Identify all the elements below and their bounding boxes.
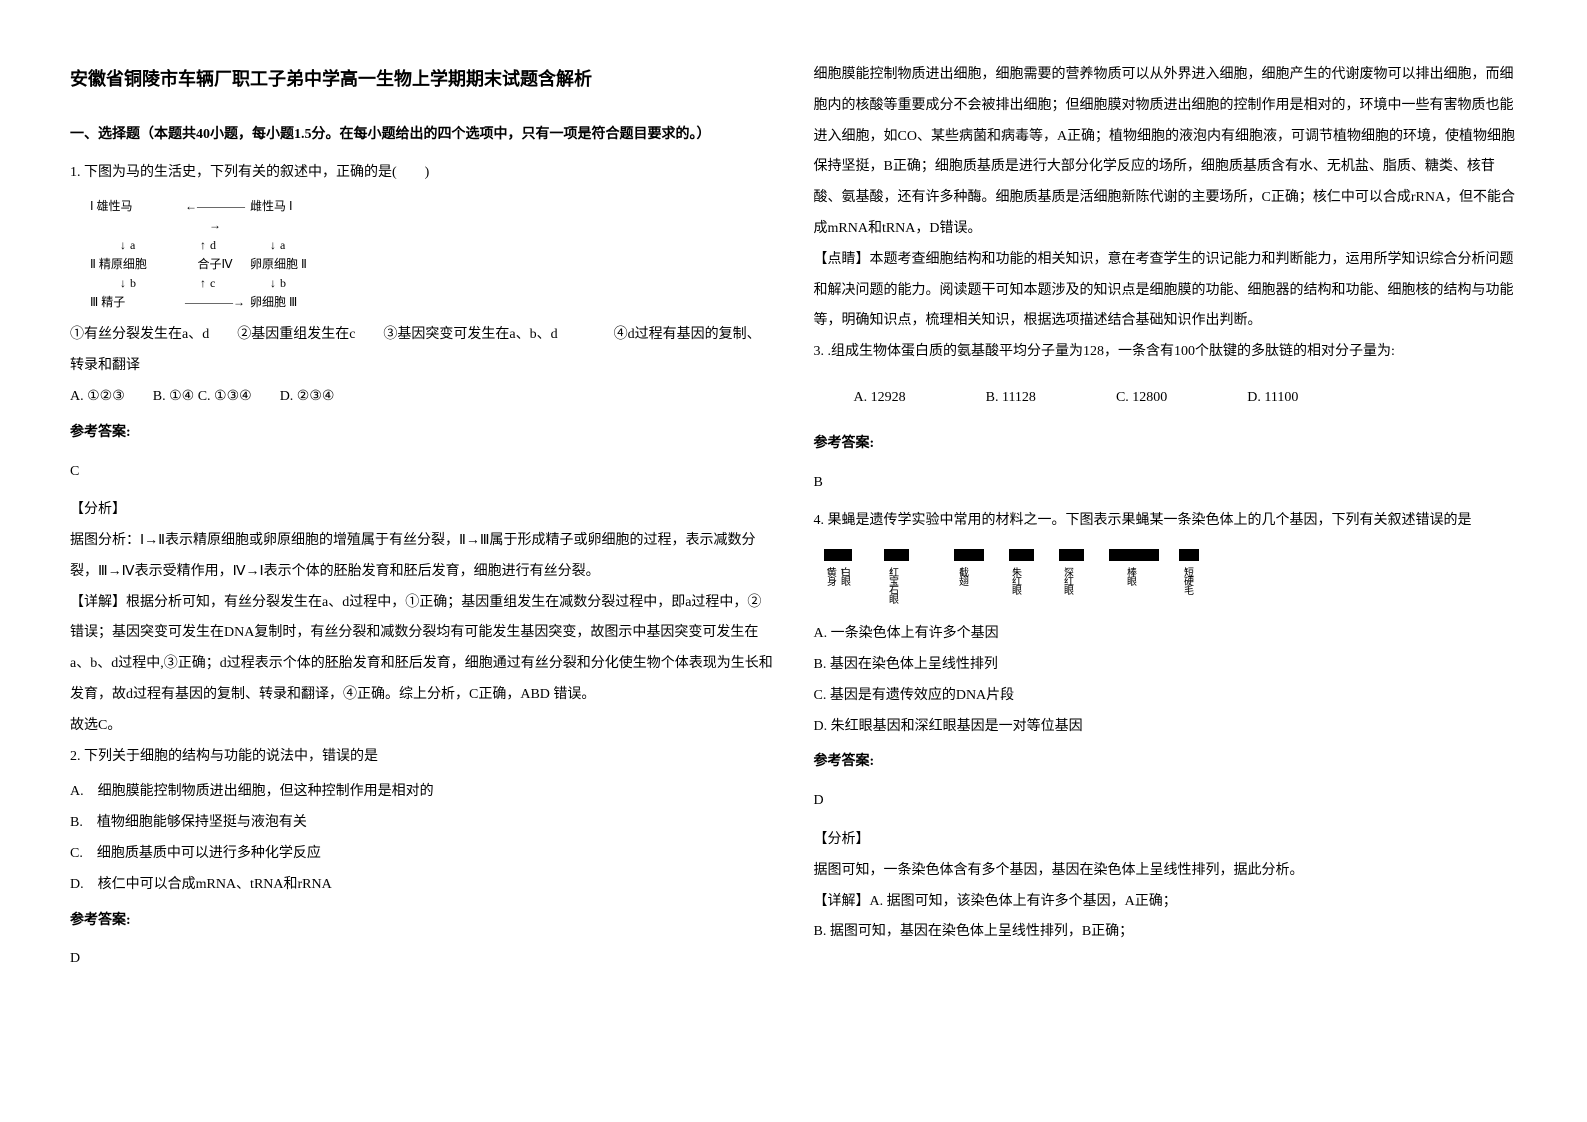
q4-analysis: 据图可知，一条染色体含有多个基因，基因在染色体上呈线性排列，据此分析。 bbox=[814, 856, 1518, 887]
answer-label: 参考答案: bbox=[70, 906, 774, 937]
gene-segment bbox=[884, 549, 909, 561]
diagram-label: b bbox=[280, 274, 286, 293]
analysis-label: 【分析】 bbox=[70, 495, 774, 526]
diagram-label: Ⅲ 精子 bbox=[90, 293, 180, 312]
q2-explanation: 细胞膜能控制物质进出细胞，细胞需要的营养物质可以从外界进入细胞，细胞产生的代谢废… bbox=[814, 60, 1518, 245]
detail-label: 【详解】 bbox=[70, 595, 126, 610]
diagram-label: a bbox=[130, 236, 200, 255]
right-column: 细胞膜能控制物质进出细胞，细胞需要的营养物质可以从外界进入细胞，细胞产生的代谢废… bbox=[794, 60, 1538, 1062]
q1-analysis: 据图分析：Ⅰ→Ⅱ表示精原细胞或卵原细胞的增殖属于有丝分裂，Ⅱ→Ⅲ属于形成精子或卵… bbox=[70, 526, 774, 588]
q2-stem: 2. 下列关于细胞的结构与功能的说法中，错误的是 bbox=[70, 742, 774, 773]
q3-optA: A. 12928 bbox=[854, 383, 906, 414]
q4-answer: D bbox=[814, 786, 1518, 817]
q1-conclusion: 故选C。 bbox=[70, 711, 774, 742]
q4-optB: B. 基因在染色体上呈线性排列 bbox=[814, 650, 1518, 681]
gene-label: 红宝石眼 bbox=[886, 567, 898, 603]
detail-text: A. 据图可知，该染色体上有许多个基因，A正确； bbox=[870, 894, 1177, 909]
q3-optD: D. 11100 bbox=[1247, 383, 1298, 414]
diagram-label: Ⅰ 雄性马 bbox=[90, 197, 180, 235]
gene-label: 短硬毛 bbox=[1181, 567, 1193, 594]
analysis-label: 【分析】 bbox=[814, 825, 1518, 856]
gene-label: 白眼 bbox=[838, 567, 850, 585]
q3-options: A. 12928 B. 11128 C. 12800 D. 11100 bbox=[814, 383, 1518, 414]
diagram-label: a bbox=[280, 236, 285, 255]
q2-optC: C. 细胞质基质中可以进行多种化学反应 bbox=[70, 839, 774, 870]
diagram-label: d bbox=[210, 236, 270, 255]
q1-answer: C bbox=[70, 457, 774, 488]
gene-segment bbox=[1059, 549, 1084, 561]
q4-diagram: ↑ ↑ ↑ ↑ ↑ ↑ ↑ ↑ 黄身 白眼 红宝石眼 截翅 朱红眼 深红眼 棒眼… bbox=[814, 549, 1518, 607]
q1-detail: 【详解】根据分析可知，有丝分裂发生在a、d过程中，①正确；基因重组发生在减数分裂… bbox=[70, 588, 774, 711]
gene-label: 黄身 bbox=[824, 567, 836, 585]
q4-detailB: B. 据图可知，基因在染色体上呈线性排列，B正确； bbox=[814, 917, 1518, 948]
gene-segment bbox=[1009, 549, 1034, 561]
q3-optC: C. 12800 bbox=[1116, 383, 1167, 414]
q1-options: A. ①②③ B. ①④ C. ①③④ D. ②③④ bbox=[70, 382, 774, 413]
diagram-label: Ⅱ 精原细胞 bbox=[90, 255, 180, 274]
document-title: 安徽省铜陵市车辆厂职工子弟中学高一生物上学期期末试题含解析 bbox=[70, 60, 774, 100]
q3-optB: B. 11128 bbox=[986, 383, 1036, 414]
diagram-label: 卵细胞 Ⅲ bbox=[250, 293, 297, 312]
q1-stem: 1. 下图为马的生活史，下列有关的叙述中，正确的是( ) bbox=[70, 158, 774, 189]
point-text: 本题考查细胞结构和功能的相关知识，意在考查学生的识记能力和判断能力，运用所学知识… bbox=[814, 252, 1514, 329]
q2-optA: A. 细胞膜能控制物质进出细胞，但这种控制作用是相对的 bbox=[70, 777, 774, 808]
gene-label: 棒眼 bbox=[1124, 567, 1136, 585]
q3-answer: B bbox=[814, 468, 1518, 499]
q4-stem: 4. 果蝇是遗传学实验中常用的材料之一。下图表示果蝇某一条染色体上的几个基因，下… bbox=[814, 506, 1518, 537]
diagram-label: b bbox=[130, 274, 200, 293]
q4-detail: 【详解】A. 据图可知，该染色体上有许多个基因，A正确； bbox=[814, 887, 1518, 918]
q1-choices: ①有丝分裂发生在a、d ②基因重组发生在c ③基因突变可发生在a、b、d ④d过… bbox=[70, 320, 774, 382]
q4-optD: D. 朱红眼基因和深红眼基因是一对等位基因 bbox=[814, 712, 1518, 743]
left-column: 安徽省铜陵市车辆厂职工子弟中学高一生物上学期期末试题含解析 一、选择题（本题共4… bbox=[50, 60, 794, 1062]
q4-optC: C. 基因是有遗传效应的DNA片段 bbox=[814, 681, 1518, 712]
gene-segment bbox=[1109, 549, 1159, 561]
gene-label: 深红眼 bbox=[1061, 567, 1073, 594]
q2-point: 【点睛】本题考查细胞结构和功能的相关知识，意在考查学生的识记能力和判断能力，运用… bbox=[814, 245, 1518, 337]
answer-label: 参考答案: bbox=[70, 418, 774, 449]
q4-optA: A. 一条染色体上有许多个基因 bbox=[814, 619, 1518, 650]
diagram-label: c bbox=[210, 274, 270, 293]
gene-segment bbox=[954, 549, 984, 561]
q2-answer: D bbox=[70, 944, 774, 975]
diagram-label: 雌性马 Ⅰ bbox=[250, 197, 293, 235]
detail-label: 【详解】 bbox=[814, 894, 870, 909]
q2-optB: B. 植物细胞能够保持坚挺与液泡有关 bbox=[70, 808, 774, 839]
point-label: 【点睛】 bbox=[814, 252, 870, 267]
q1-diagram: Ⅰ 雄性马 ←————→ 雌性马 Ⅰ ↓a ↑d ↓a Ⅱ 精原细胞 合子Ⅳ 卵… bbox=[90, 197, 774, 312]
diagram-label: 卵原细胞 Ⅱ bbox=[250, 255, 307, 274]
answer-label: 参考答案: bbox=[814, 747, 1518, 778]
section-header: 一、选择题（本题共40小题，每小题1.5分。在每小题给出的四个选项中，只有一项是… bbox=[70, 120, 774, 151]
answer-label: 参考答案: bbox=[814, 429, 1518, 460]
q3-stem: 3. .组成生物体蛋白质的氨基酸平均分子量为128，一条含有100个肽键的多肽链… bbox=[814, 337, 1518, 368]
detail-text: 根据分析可知，有丝分裂发生在a、d过程中，①正确；基因重组发生在减数分裂过程中，… bbox=[70, 595, 773, 702]
gene-label: 朱红眼 bbox=[1009, 567, 1021, 594]
gene-label: 截翅 bbox=[956, 567, 968, 585]
q2-optD: D. 核仁中可以合成mRNA、tRNA和rRNA bbox=[70, 870, 774, 901]
diagram-label: 合子Ⅳ bbox=[180, 255, 250, 274]
gene-segment bbox=[824, 549, 852, 561]
gene-segment bbox=[1179, 549, 1199, 561]
